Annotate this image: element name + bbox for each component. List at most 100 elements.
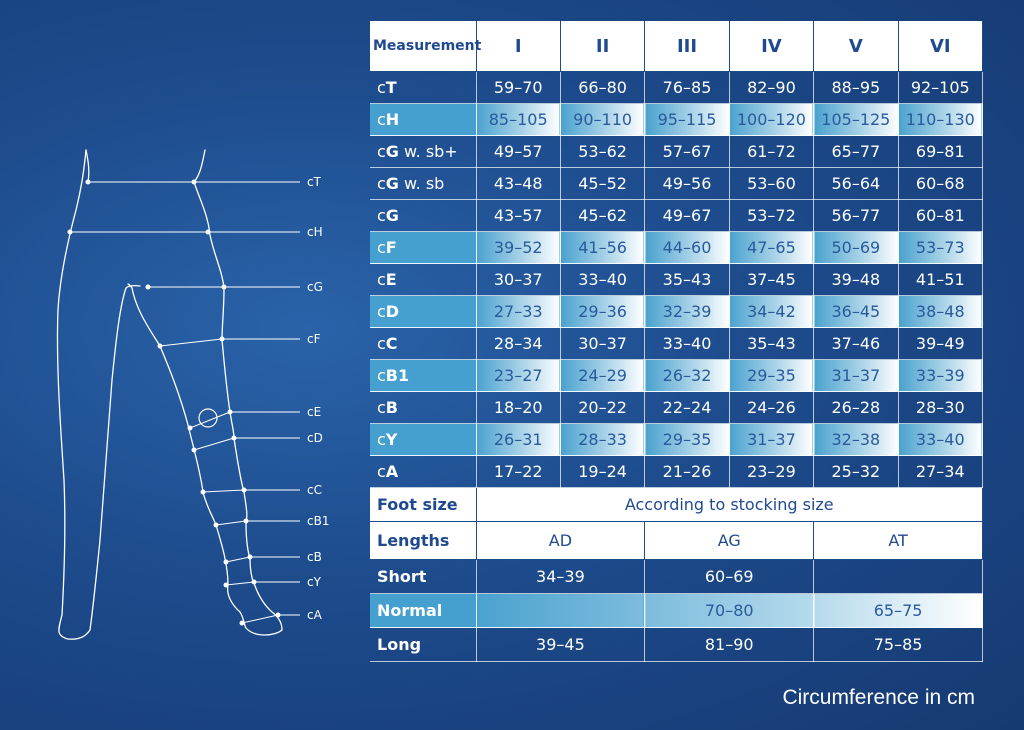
table-row: cH 85–105 90–110 95–115 100–120 105–125 110–13… <box>370 103 984 136</box>
table-cell: 29–36 <box>560 295 646 328</box>
table-cell: 37–45 <box>729 263 815 296</box>
length-value: 65–75 <box>813 593 983 628</box>
foot-size-label: Foot size <box>370 487 477 522</box>
thigh-top-left <box>127 283 133 289</box>
table-cell: 95–115 <box>644 103 730 136</box>
table-cell: 50–69 <box>813 231 899 264</box>
table-cell: 53–62 <box>560 135 646 168</box>
measurement-label: cB1 <box>370 359 477 392</box>
table-cell: 31–37 <box>729 423 815 456</box>
table-cell: 22–24 <box>644 391 730 424</box>
measurement-label: cE <box>370 263 477 296</box>
label-cA: cA <box>307 608 323 622</box>
table-cell: 26–28 <box>813 391 899 424</box>
table-cell: 35–43 <box>644 263 730 296</box>
table-cell: 34–42 <box>729 295 815 328</box>
lengths-label: Lengths <box>370 521 477 560</box>
table-row: cG 43–57 45–62 49–67 53–72 56–77 60–81 <box>370 199 984 232</box>
table-cell: 43–48 <box>476 167 561 200</box>
table-cell: 61–72 <box>729 135 815 168</box>
table-cell: 39–52 <box>476 231 561 264</box>
table-cell: 18–20 <box>476 391 561 424</box>
length-label: Short <box>370 559 477 594</box>
table-row: cB 18–20 20–22 22–24 24–26 26–28 28–30 <box>370 391 984 424</box>
length-value <box>476 593 646 628</box>
table-cell: 41–51 <box>898 263 984 296</box>
table-cell: 19–24 <box>560 455 646 488</box>
table-row: cE 30–37 33–40 35–43 37–45 39–48 41–51 <box>370 263 984 296</box>
measurement-label: cD <box>370 295 477 328</box>
measurement-label: cB <box>370 391 477 424</box>
table-cell: 37–46 <box>813 327 899 360</box>
table-cell: 27–33 <box>476 295 561 328</box>
table-row: cG w. sb+ 49–57 53–62 57–67 61–72 65–77 69–81 <box>370 135 984 168</box>
table-cell: 29–35 <box>644 423 730 456</box>
foot-size-value: According to stocking size <box>476 487 983 522</box>
table-cell: 53–72 <box>729 199 815 232</box>
table-cell: 57–67 <box>644 135 730 168</box>
table-cell: 49–67 <box>644 199 730 232</box>
measurement-label: cY <box>370 423 477 456</box>
lengths-header-row: Lengths AD AG AT <box>370 521 983 560</box>
caption: Circumference in cm <box>782 686 975 709</box>
table-cell: 65–77 <box>813 135 899 168</box>
label-cH: cH <box>307 225 323 239</box>
table-cell: 28–34 <box>476 327 561 360</box>
table-cell: 33–40 <box>898 423 984 456</box>
table-cell: 30–37 <box>476 263 561 296</box>
table-cell: 36–45 <box>813 295 899 328</box>
table-cell: 24–26 <box>729 391 815 424</box>
table-cell: 110–130 <box>898 103 984 136</box>
table-row: cF 39–52 41–56 44–60 47–65 50–69 53–73 <box>370 231 984 264</box>
table-cell: 53–73 <box>898 231 984 264</box>
table-cell: 23–27 <box>476 359 561 392</box>
table-cell: 88–95 <box>813 71 899 104</box>
length-value: 39–45 <box>476 627 646 662</box>
table-cell: 32–39 <box>644 295 730 328</box>
table-cell: 49–57 <box>476 135 561 168</box>
table-cell: 39–48 <box>813 263 899 296</box>
table-cell: 85–105 <box>476 103 561 136</box>
label-cE: cE <box>307 405 321 419</box>
length-row-long: Long 39–45 81–90 75–85 <box>370 627 983 662</box>
stocking-outline-left <box>131 287 247 629</box>
table-cell: 27–34 <box>898 455 984 488</box>
table-cell: 32–38 <box>813 423 899 456</box>
table-cell: 43–57 <box>476 199 561 232</box>
table-cell: 28–33 <box>560 423 646 456</box>
measurement-label: cC <box>370 327 477 360</box>
measurement-label: cH <box>370 103 477 136</box>
table-cell: 76–85 <box>644 71 730 104</box>
table-cell: 26–31 <box>476 423 561 456</box>
table-row: cD 27–33 29–36 32–39 34–42 36–45 38–48 <box>370 295 984 328</box>
measurement-label: cT <box>370 71 477 104</box>
table-cell: 105–125 <box>813 103 899 136</box>
measurement-label: cF <box>370 231 477 264</box>
length-value <box>813 559 983 594</box>
table-cell: 29–35 <box>729 359 815 392</box>
length-value: 81–90 <box>644 627 815 662</box>
header-size-IV: IV <box>729 21 815 72</box>
label-cC: cC <box>307 483 322 497</box>
table-cell: 60–81 <box>898 199 984 232</box>
waist-right <box>193 149 206 183</box>
label-cT: cT <box>307 175 322 189</box>
table-row: cY 26–31 28–33 29–35 31–37 32–38 33–40 <box>370 423 984 456</box>
header-size-I: I <box>476 21 561 72</box>
table-cell: 60–68 <box>898 167 984 200</box>
table-cell: 56–77 <box>813 199 899 232</box>
table-cell: 33–40 <box>560 263 646 296</box>
size-chart-table: Measurement I II III IV V VI cT 59–70 66–8… <box>370 21 984 662</box>
table-cell: 28–30 <box>898 391 984 424</box>
table-cell: 41–56 <box>560 231 646 264</box>
table-cell: 56–64 <box>813 167 899 200</box>
table-cell: 66–80 <box>560 71 646 104</box>
length-label: Long <box>370 627 477 662</box>
label-cB: cB <box>307 550 322 564</box>
lengths-col-AG: AG <box>644 521 815 560</box>
table-cell: 35–43 <box>729 327 815 360</box>
label-cY: cY <box>307 575 322 589</box>
table-cell: 92–105 <box>898 71 984 104</box>
table-cell: 23–29 <box>729 455 815 488</box>
length-row-normal: Normal 70–80 65–75 <box>370 593 983 628</box>
